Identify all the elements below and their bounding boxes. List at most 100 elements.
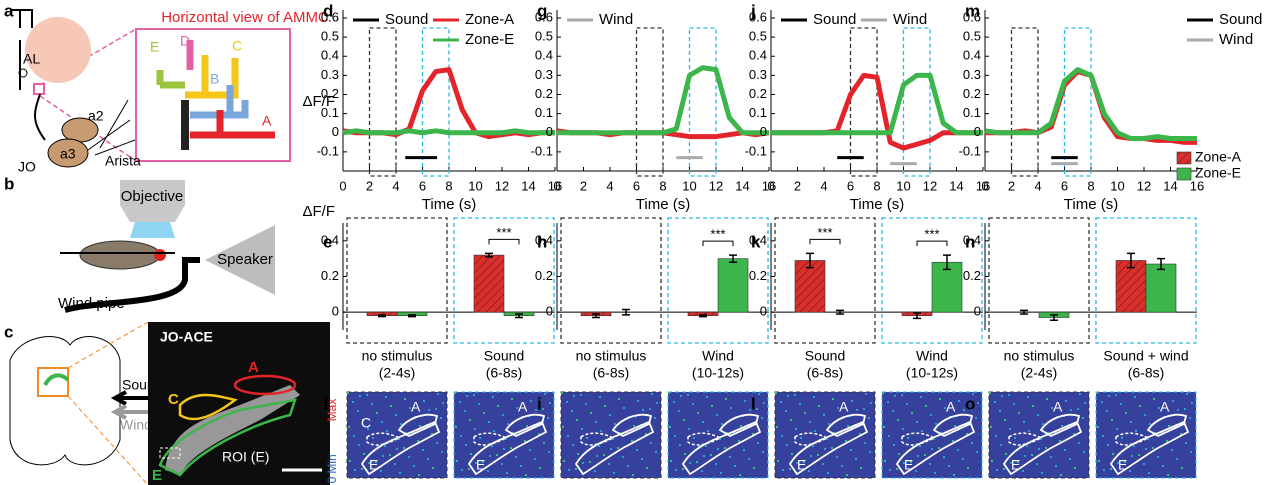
x-tick-label: 8 [1087,178,1094,193]
y-tick-label: 0 [760,304,767,319]
speckle [352,401,354,403]
speckle [515,456,517,458]
speckle [650,442,652,444]
error-bar [1157,257,1165,271]
y-tick-label: 0.2 [963,86,981,101]
x-tick-label: 10 [1110,178,1124,193]
speckle [902,428,904,430]
y-tick-label: 0.2 [535,268,553,283]
speckle [419,425,421,427]
speckle [782,469,784,471]
arista [87,99,136,156]
diagram-title: Horizontal view of AMMC [161,9,329,26]
speckle [1069,458,1071,460]
speckle [464,410,466,412]
error-bar [729,254,737,263]
speckle [358,444,360,446]
speckle [777,460,779,462]
speckle [460,435,462,437]
speckle [400,423,402,425]
speckle [384,445,386,447]
speckle [924,454,926,456]
speckle [822,463,824,465]
speckle [730,407,732,409]
error-bar [806,252,814,269]
error-bar [408,314,416,318]
speckle [544,393,546,395]
panel-label: g [537,1,547,20]
speckle [688,428,690,430]
speckle [1125,412,1127,414]
speckle [738,440,740,442]
speckle [689,462,691,464]
speckle [906,403,908,405]
category-sublabel: (2-4s) [1021,365,1058,381]
speckle [791,453,793,455]
speckle [405,432,407,434]
region-outline [1008,432,1043,446]
speckle [1037,414,1039,416]
window-box [421,27,450,177]
speckle [1172,400,1174,402]
speckle [841,465,843,467]
speckle [989,392,991,394]
speckle [1098,460,1100,462]
speckle [572,444,574,446]
speckle [701,470,703,472]
speckle [561,392,563,394]
speckle [637,400,639,402]
panel-label: l [751,394,756,413]
speckle [525,474,527,476]
speckle [814,430,816,432]
region-outline [681,420,762,476]
speckle [428,409,430,411]
y-tick-label: 0.4 [321,232,339,247]
speckle [970,408,972,410]
region-outline [895,420,976,476]
speckle [1017,461,1019,463]
x-tick-label: 6 [1061,178,1068,193]
speckle [1102,435,1104,437]
speckle [761,417,763,419]
speckle [892,410,894,412]
y-tick-label: 0.4 [749,48,767,63]
speckle [693,437,695,439]
speckle [1154,432,1156,434]
speckle [1157,456,1159,458]
speckle [837,407,839,409]
speckle [482,461,484,463]
speckle [543,442,545,444]
speckle [1047,432,1049,434]
speckle [488,421,490,423]
speckle [576,419,578,421]
speckle [454,392,456,394]
speckle [921,430,923,432]
speckle [683,419,685,421]
error-bar [1020,309,1028,315]
colorbar-max: Max [325,399,339,422]
speckle [389,454,391,456]
speckle [595,421,597,423]
speckle [1101,401,1103,403]
speckle [1064,449,1066,451]
speckle [566,401,568,403]
heatmap-bg [453,391,555,479]
zoom-box [37,367,69,397]
speckle [633,425,635,427]
speckle [1171,449,1173,451]
speckle [1134,396,1136,398]
speckle [478,403,480,405]
legend-label: Zone-E [1195,165,1241,181]
speckle [1135,430,1137,432]
region-outline [504,413,546,438]
x-tick-label: 4 [820,178,827,193]
panel-label: e [323,232,332,251]
speckle [696,461,698,463]
speckle [580,394,582,396]
speckle [938,447,940,449]
x-tick-label: 2 [366,178,373,193]
speckle [403,447,405,449]
region-label: E [904,457,913,473]
speckle [1143,463,1145,465]
speckle [431,433,433,435]
